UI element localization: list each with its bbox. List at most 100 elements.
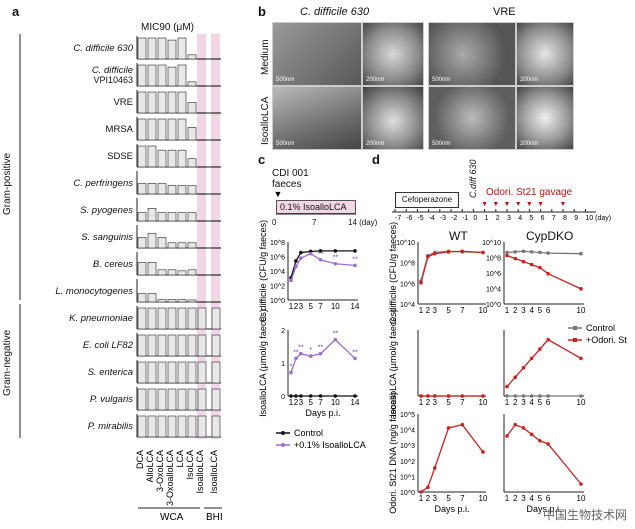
data-point <box>513 394 518 398</box>
y-axis-label: Odori. St21 DNA (ng/g faeces) <box>388 392 398 514</box>
mic-bar <box>137 91 147 114</box>
x-tick-label: 3 <box>299 302 304 311</box>
x-axis-label: Days p.i. <box>305 408 340 418</box>
data-point <box>294 264 298 269</box>
x-tick-label: 1 <box>505 306 510 315</box>
mic-bar <box>177 361 187 384</box>
mic-bar <box>177 270 187 276</box>
data-point <box>579 394 583 398</box>
timeline-c-0: 0 <box>272 218 277 227</box>
mic-bar <box>167 242 177 249</box>
x-tick-label: 4 <box>529 494 534 503</box>
strain-label-2: faeces <box>272 179 302 190</box>
x-axis-label: Days p.i. <box>434 504 469 514</box>
mic-bar <box>187 388 197 411</box>
x-tick-label: 10 <box>479 398 488 407</box>
tem-vre-isoallolca: 200nm <box>516 86 574 150</box>
data-point <box>505 250 509 255</box>
mic-bar <box>137 307 147 330</box>
mic-bar <box>157 91 167 114</box>
mic-bar <box>211 85 221 87</box>
x-tick-label: 5 <box>446 398 451 407</box>
mic-bar <box>211 166 221 168</box>
mic-bar <box>197 85 207 87</box>
mic-bar <box>157 388 167 411</box>
timeline-d-label: 8 <box>563 215 567 222</box>
data-point <box>446 394 451 398</box>
y-tick-label: 10^10 <box>482 240 501 247</box>
data-point <box>529 356 534 361</box>
y-tick-label: 10^8 <box>400 261 415 268</box>
y-tick-label: 10^2 <box>400 459 415 466</box>
x-tick-label: 4 <box>529 306 534 315</box>
timeline-d-label: -5 <box>417 215 423 222</box>
data-point <box>529 250 534 254</box>
x-tick-label: 7 <box>460 306 465 315</box>
mic-bar <box>187 127 197 141</box>
data-point <box>308 251 313 256</box>
timeline-c-7: 7 <box>312 218 317 227</box>
x-tick-label: 1 <box>289 398 294 407</box>
panel-b-letter: b <box>258 4 266 19</box>
mic-bar <box>137 415 147 438</box>
mic-bar <box>177 37 187 60</box>
y-tick-label: 10^2 <box>270 284 285 291</box>
cefoperazone-box: Cefoperazone <box>395 192 459 208</box>
series-line <box>506 250 582 255</box>
x-tick-label: 5 <box>308 302 313 311</box>
data-point <box>513 256 518 261</box>
x-tick-label: 14 <box>351 302 360 311</box>
series-line <box>506 254 582 290</box>
y-tick-label: 10^6 <box>486 271 501 278</box>
mic-bar <box>167 307 177 330</box>
mic-bar <box>147 293 157 303</box>
mic-bar <box>147 208 157 222</box>
organism-label: SDSE <box>107 151 133 162</box>
data-point <box>419 280 423 285</box>
mic-bar <box>211 274 221 276</box>
timeline-d-label: 5 <box>529 215 533 222</box>
y-axis-label: C. difficile (CFU/g faeces) <box>388 222 398 324</box>
x-tick-label: 10 <box>577 494 586 503</box>
sem-cdiff-isoallolca: 500nm <box>272 86 362 150</box>
significance-mark: ** <box>352 256 358 263</box>
x-tick-label: 5 <box>538 306 543 315</box>
data-point <box>579 287 583 291</box>
mic-bar <box>147 91 157 114</box>
timeline-d-label: 7 <box>552 215 556 222</box>
mic-bar <box>137 388 147 411</box>
mic-bar <box>167 185 177 195</box>
data-point <box>521 259 526 264</box>
mic-bar <box>211 388 221 411</box>
mic-bar <box>187 242 197 249</box>
data-point <box>579 251 583 256</box>
y-axis-label: IsoalloLCA (μmol/g faeces) <box>388 309 398 417</box>
data-point <box>538 438 542 443</box>
mic-bar <box>197 307 207 330</box>
significance-mark: ** <box>318 251 324 258</box>
organism-label: K. pneumoniae <box>69 313 133 324</box>
mic-bar <box>211 220 221 222</box>
mic-bar <box>197 388 207 411</box>
col-title-cypdko: CypDKO <box>526 229 574 243</box>
mic-bar <box>167 39 177 60</box>
mic-bar <box>167 118 177 141</box>
gavage-marker: ▼ <box>560 201 567 208</box>
data-point <box>521 366 526 370</box>
data-point <box>538 347 542 351</box>
mic-bar <box>177 334 187 357</box>
x-tick-label: 1 <box>505 398 510 407</box>
data-point <box>419 394 423 398</box>
timeline-d-label: 10 (day) <box>585 215 611 222</box>
mic-bar <box>137 361 147 384</box>
timeline-d-label: 9 <box>574 215 578 222</box>
data-point <box>426 254 430 259</box>
mic-bar <box>157 361 167 384</box>
x-tick-label: 10 <box>331 398 340 407</box>
mic-bar <box>187 299 197 303</box>
x-tick-label: 5 <box>446 306 451 315</box>
y-tick-label: 1 <box>281 361 285 368</box>
data-point <box>521 249 526 254</box>
mic-bar <box>137 237 147 249</box>
